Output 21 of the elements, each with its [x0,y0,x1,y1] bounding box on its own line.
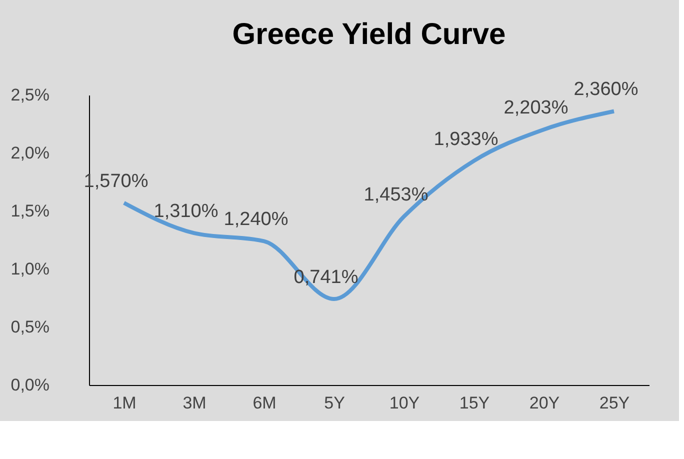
x-tick-label: 5Y [324,394,345,412]
y-tick-label: 1,0% [10,260,50,278]
data-label: 2,360% [574,79,638,100]
x-tick-label: 25Y [599,394,630,412]
data-label: 2,203% [504,97,568,118]
data-label: 1,240% [224,209,288,230]
data-label: 1,310% [154,201,218,222]
x-tick-label: 1M [112,394,136,412]
x-tick-label: 20Y [529,394,560,412]
x-tick-label: 10Y [389,394,420,412]
y-tick-label: 0,5% [10,318,50,336]
y-tick-label: 0,0% [10,376,50,394]
x-tick-label: 15Y [459,394,490,412]
x-tick-label: 6M [252,394,276,412]
x-tick-label: 3M [182,394,206,412]
y-tick-label: 2,5% [10,86,50,104]
y-tick-label: 1,5% [10,202,50,220]
data-label: 1,933% [434,128,498,150]
data-label: 1,453% [364,184,428,206]
chart-title: Greece Yield Curve [232,18,506,52]
y-tick-label: 2,0% [10,144,50,162]
